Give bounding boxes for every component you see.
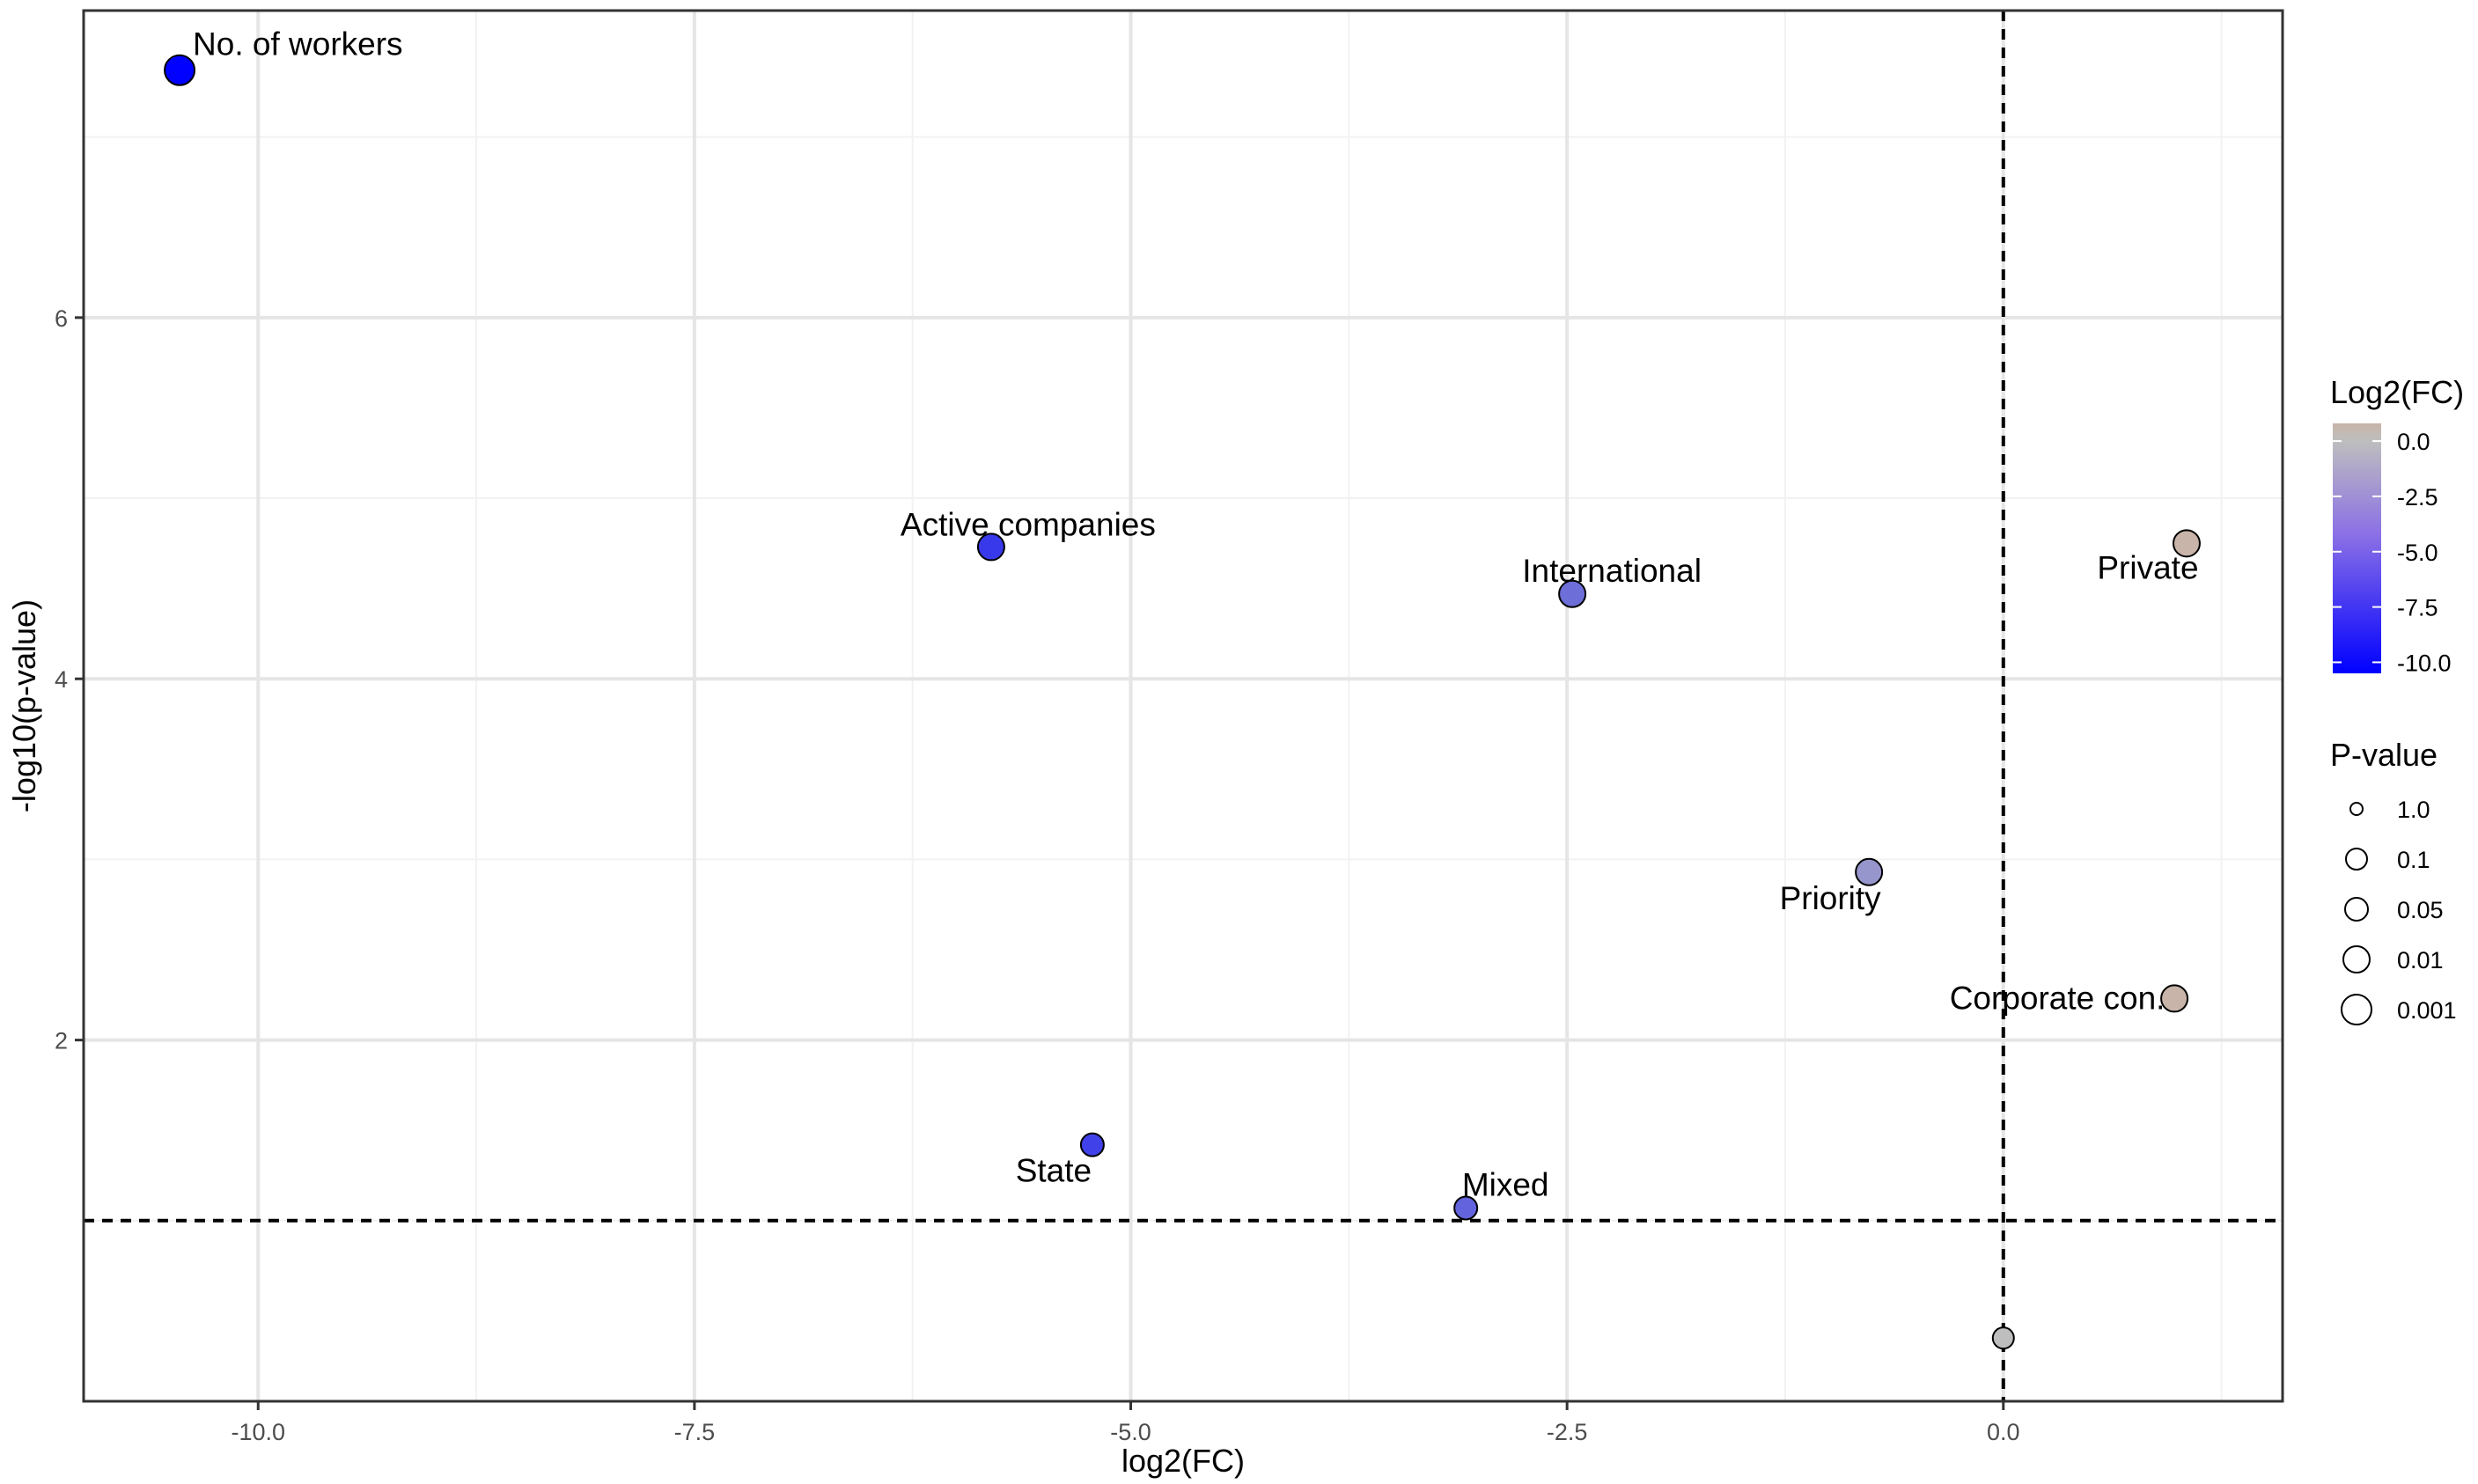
x-tick-label: 0.0: [1987, 1419, 2020, 1445]
point-label: No. of workers: [193, 26, 403, 62]
y-axis-title: -log10(p-value): [6, 599, 42, 812]
data-points: [164, 54, 2201, 1350]
x-tick-label: -5.0: [1110, 1419, 1151, 1445]
color-legend-label: -5.0: [2397, 540, 2438, 566]
size-legend-entries: 1.0 0.1 0.05 0.01 0.001: [2341, 797, 2457, 1025]
color-legend-ticks: 0.0 -2.5 -5.0 -7.5 -10.0: [2333, 429, 2452, 676]
plot-panel-background: [84, 11, 2283, 1401]
data-point: [1855, 857, 1884, 886]
reference-lines: [84, 11, 2283, 1401]
data-point: [1079, 1132, 1105, 1157]
size-legend-label: 0.1: [2397, 847, 2430, 873]
data-point: [2160, 984, 2189, 1013]
y-tick-label: 4: [55, 666, 68, 693]
x-tick-label: -2.5: [1547, 1419, 1588, 1445]
data-point: [164, 54, 196, 86]
size-legend-label: 0.01: [2397, 947, 2444, 973]
size-legend-label: 0.05: [2397, 897, 2444, 923]
point-label: Private: [2097, 549, 2198, 585]
point-label: Mixed: [1462, 1166, 1549, 1202]
size-legend: P-value 1.0 0.1 0.05 0.01 0.001: [2330, 737, 2457, 1025]
point-labels: No. of workers Active companies Internatio…: [193, 26, 2198, 1203]
point-label: State: [1016, 1153, 1092, 1189]
data-point: [1991, 1326, 2015, 1350]
point-label: International: [1522, 553, 1702, 589]
size-legend-label: 1.0: [2397, 797, 2430, 823]
plot-panel-border: [82, 9, 2284, 1403]
color-legend: Log2(FC) 0.0 -2.5 -5.0 -7.5 -10.0: [2330, 374, 2464, 676]
color-legend-bar: [2333, 423, 2381, 673]
x-axis-title: log2(FC): [1121, 1443, 1245, 1479]
color-legend-title: Log2(FC): [2330, 374, 2464, 410]
size-legend-key: [2342, 945, 2371, 973]
size-legend-title: P-value: [2330, 737, 2438, 773]
x-tick-label: -10.0: [231, 1419, 285, 1445]
grid-major: [84, 11, 2283, 1401]
y-tick-label: 6: [55, 305, 68, 332]
y-axis-ticks: 2 4 6: [55, 305, 84, 1054]
data-point: [1453, 1195, 1479, 1221]
point-label: Corporate con.: [1950, 980, 2165, 1016]
point-label: Priority: [1780, 880, 1882, 916]
color-legend-label: -7.5: [2397, 595, 2438, 621]
size-legend-key: [2344, 897, 2369, 922]
size-legend-label: 0.001: [2397, 997, 2457, 1024]
x-tick-label: -7.5: [674, 1419, 716, 1445]
color-legend-label: 0.0: [2397, 429, 2430, 455]
data-point: [2172, 529, 2201, 558]
color-legend-label: -2.5: [2397, 484, 2438, 511]
y-tick-label: 2: [55, 1028, 68, 1054]
data-point: [976, 533, 1005, 562]
point-label: Active companies: [901, 506, 1156, 542]
data-point: [1558, 579, 1587, 608]
size-legend-key: [2345, 848, 2368, 871]
color-legend-label: -10.0: [2397, 650, 2452, 676]
size-legend-key: [2349, 802, 2364, 816]
size-legend-key: [2341, 994, 2372, 1025]
x-axis-ticks: -10.0 -7.5 -5.0 -2.5 0.0: [231, 1401, 2020, 1445]
